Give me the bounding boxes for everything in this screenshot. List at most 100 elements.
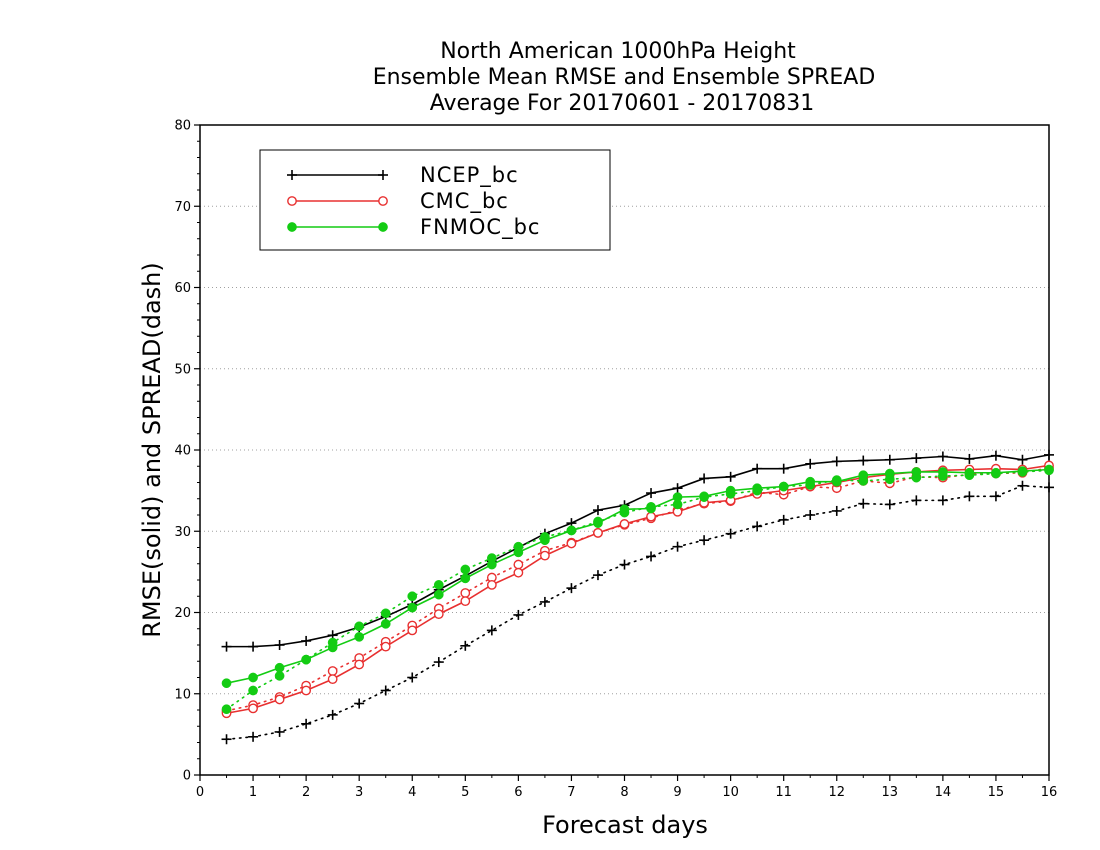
cmc-bc-rmse-point <box>619 519 630 529</box>
legend-marker-right-cmc-bc <box>378 196 388 206</box>
legend-marker-left-cmc-bc <box>287 196 297 206</box>
ncep-bc-spread-point <box>221 734 232 745</box>
ncep-bc-rmse-point <box>990 450 1001 461</box>
ncep-bc-spread-point <box>725 528 736 539</box>
fnmoc-bc-rmse-point <box>964 467 975 478</box>
cmc-bc-rmse-point <box>301 685 312 696</box>
cmc-bc-rmse-point <box>646 511 656 522</box>
fnmoc-bc-rmse-point <box>486 559 497 570</box>
ncep-bc-rmse-point <box>964 453 975 464</box>
ncep-bc-rmse-point <box>831 456 842 467</box>
ncep-bc-spread-point <box>672 541 683 552</box>
ncep-bc-spread-point <box>248 731 259 742</box>
cmc-bc-spread-point <box>460 588 471 598</box>
cmc-bc-spread-point <box>513 559 524 570</box>
ncep-bc-spread-point <box>513 609 524 620</box>
y-tick-label-20: 20 <box>174 606 191 621</box>
title-line-2: Ensemble Mean RMSE and Ensemble SPREAD <box>373 65 876 90</box>
x-tick-label-0: 0 <box>196 785 204 800</box>
y-tick-label-0: 0 <box>183 769 191 784</box>
fnmoc-bc-rmse-point <box>831 476 842 487</box>
cmc-bc-rmse-point <box>513 567 524 578</box>
ncep-bc-spread-point <box>1017 480 1028 491</box>
cmc-bc-rmse-point <box>593 527 603 538</box>
ncep-bc-rmse-point <box>699 473 710 484</box>
fnmoc-bc-rmse-point <box>991 467 1001 478</box>
ncep-bc-spread-point <box>460 640 471 651</box>
ncep-bc-rmse-point <box>221 641 232 652</box>
fnmoc-bc-rmse-point <box>566 525 577 536</box>
ncep-bc-rmse-point <box>248 641 259 652</box>
fnmoc-bc-rmse-point <box>672 492 683 502</box>
ncep-bc-spread-point <box>592 570 603 581</box>
legend-label-cmc-bc: CMC_bc <box>420 189 509 214</box>
x-tick-label-14: 14 <box>935 785 952 800</box>
ncep-bc-spread-point <box>778 514 789 525</box>
ncep-bc-spread-point <box>539 596 550 607</box>
x-tick-label-12: 12 <box>828 785 845 800</box>
y-tick-label-80: 80 <box>174 119 191 134</box>
fnmoc-bc-rmse-point <box>221 678 232 689</box>
fnmoc-bc-rmse-point <box>1044 464 1054 475</box>
fnmoc-bc-spread-point <box>221 704 232 715</box>
chart-title: North American 1000hPa Height Ensemble M… <box>373 39 876 116</box>
fnmoc-bc-rmse-point <box>805 476 816 487</box>
fnmoc-bc-spread-point <box>407 591 418 602</box>
ncep-bc-spread-point <box>964 491 975 502</box>
legend-marker-left-ncep-bc <box>287 170 297 180</box>
x-tick-label-9: 9 <box>673 785 681 800</box>
ncep-bc-spread-point <box>752 521 763 532</box>
cmc-bc-rmse-point <box>486 579 497 590</box>
x-tick-label-8: 8 <box>620 785 628 800</box>
series-ncep_bc <box>221 449 1054 745</box>
ncep-bc-rmse-point <box>301 635 312 646</box>
fnmoc-bc-rmse-point <box>248 672 258 683</box>
x-axis-label: Forecast days <box>542 811 708 839</box>
fnmoc-bc-rmse-point <box>858 470 869 481</box>
ncep-bc-spread-point <box>274 726 285 737</box>
x-tick-label-3: 3 <box>355 785 363 800</box>
cmc-bc-rmse-point <box>433 609 444 620</box>
ncep-bc-spread-point <box>380 685 391 696</box>
fnmoc-bc-rmse-point <box>884 468 895 479</box>
y-axis-label: RMSE(solid) and SPREAD(dash) <box>138 262 166 638</box>
y-tick-label-10: 10 <box>174 687 191 702</box>
fnmoc-bc-spread-point <box>248 685 258 696</box>
ncep-bc-rmse-point <box>884 454 895 465</box>
ncep-bc-rmse-point <box>1044 449 1054 460</box>
ncep-bc-rmse-point <box>805 458 816 469</box>
fnmoc-bc-rmse-point <box>911 467 922 477</box>
cmc-bc-spread-point <box>327 666 338 676</box>
fnmoc-bc-spread-point <box>274 671 285 681</box>
x-tick-label-6: 6 <box>514 785 522 800</box>
legend-marker-right-ncep-bc <box>378 170 388 180</box>
fnmoc-bc-rmse-point <box>354 632 365 642</box>
cmc-bc-rmse-point <box>540 550 550 561</box>
ncep-bc-spread-point <box>1044 482 1054 493</box>
x-tick-label-16: 16 <box>1041 785 1058 800</box>
x-tick-label-13: 13 <box>882 785 899 800</box>
fnmoc-bc-rmse-point <box>327 642 338 653</box>
legend-label-ncep-bc: NCEP_bc <box>420 163 519 188</box>
fnmoc-bc-rmse-point <box>540 535 550 546</box>
plot-series <box>221 449 1054 745</box>
ncep-bc-spread-point <box>858 498 869 509</box>
x-tick-label-15: 15 <box>988 785 1005 800</box>
fnmoc-bc-rmse-point <box>619 504 630 515</box>
ncep-bc-rmse-point <box>911 453 922 464</box>
legend-marker-right-fnmoc-bc <box>378 222 388 232</box>
cmc-bc-rmse-point <box>460 596 471 607</box>
fnmoc-bc-rmse-point <box>699 491 709 502</box>
fnmoc-bc-rmse-point <box>725 485 736 496</box>
ncep-bc-rmse-line <box>226 454 1050 648</box>
ncep-bc-rmse-point <box>858 455 869 466</box>
ncep-bc-spread-point <box>831 505 842 516</box>
ncep-bc-rmse-point <box>274 640 285 650</box>
fnmoc-bc-rmse-point <box>407 602 418 613</box>
ncep-bc-spread-point <box>805 510 816 520</box>
x-tick-label-1: 1 <box>249 785 257 800</box>
title-line-1: North American 1000hPa Height <box>440 39 796 64</box>
ncep-bc-rmse-point <box>672 483 683 494</box>
